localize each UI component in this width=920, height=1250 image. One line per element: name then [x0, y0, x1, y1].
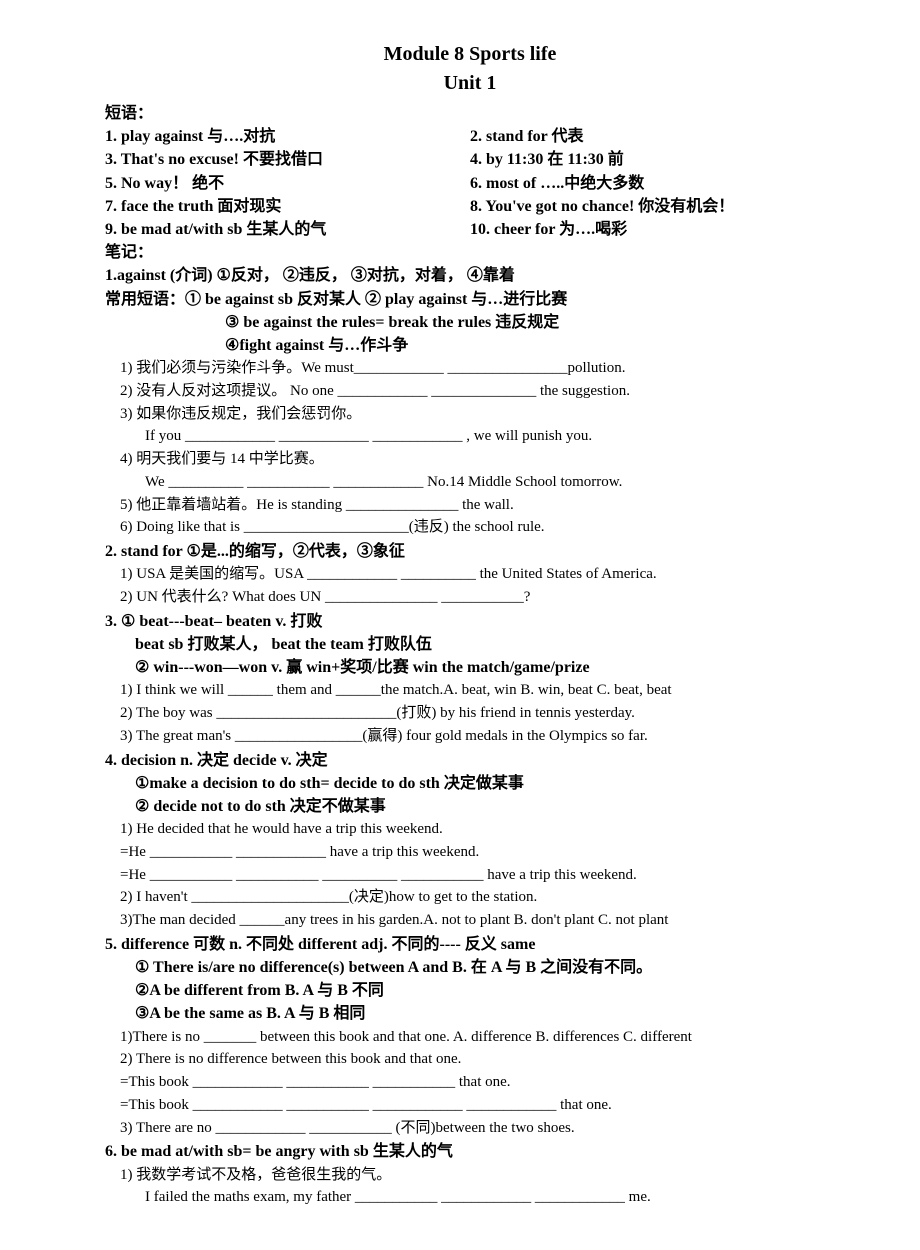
note-2-head: 2. stand for ①是...的缩写，②代表，③象征 [105, 540, 835, 563]
note-4-head3: ② decide not to do sth 决定不做某事 [105, 795, 835, 818]
phrase-row: 9. be mad at/with sb 生某人的气 10. cheer for… [105, 218, 835, 241]
note-6-head: 6. be mad at/with sb= be angry with sb 生… [105, 1140, 835, 1163]
exercise-item: 1) USA 是美国的缩写。USA ____________ _________… [105, 564, 835, 586]
exercise-item: 2) UN 代表什么? What does UN _______________… [105, 587, 835, 609]
exercise-item: If you ____________ ____________ _______… [105, 426, 835, 448]
note-5-head1: 5. difference 可数 n. 不同处 different adj. 不… [105, 933, 835, 956]
unit-title: Unit 1 [105, 69, 835, 98]
exercise-item: 1) 我们必须与污染作斗争。We must____________ ______… [105, 358, 835, 380]
note-4-head2: ①make a decision to do sth= decide to do… [105, 772, 835, 795]
exercise-item: 1) He decided that he would have a trip … [105, 819, 835, 841]
phrase-row: 3. That's no excuse! 不要找借口 4. by 11:30 在… [105, 148, 835, 171]
exercise-item: 1) 我数学考试不及格，爸爸很生我的气。 [105, 1165, 835, 1187]
phrase-left: 3. That's no excuse! 不要找借口 [105, 148, 470, 171]
exercise-item: 1)There is no _______ between this book … [105, 1027, 835, 1049]
note-1-sub1: 常用短语：① be against sb 反对某人 ② play against… [105, 288, 835, 311]
note-3-head1: 3. ① beat---beat– beaten v. 打败 [105, 610, 835, 633]
phrases-label: 短语： [105, 102, 835, 125]
notes-label: 笔记： [105, 241, 835, 264]
exercise-item: 2) I haven't _____________________(决定)ho… [105, 887, 835, 909]
phrase-right: 2. stand for 代表 [470, 125, 835, 148]
exercise-item: We __________ ___________ ____________ N… [105, 472, 835, 494]
phrase-right: 10. cheer for 为….喝彩 [470, 218, 835, 241]
note-1-sub3: ④fight against 与…作斗争 [105, 334, 835, 357]
phrase-row: 5. No way！ 绝不 6. most of …..中绝大多数 [105, 172, 835, 195]
exercise-item: 3) There are no ____________ ___________… [105, 1118, 835, 1140]
phrase-right: 4. by 11:30 在 11:30 前 [470, 148, 835, 171]
phrase-right: 8. You've got no chance! 你没有机会！ [470, 195, 835, 218]
exercise-item: I failed the maths exam, my father _____… [105, 1187, 835, 1209]
phrase-left: 9. be mad at/with sb 生某人的气 [105, 218, 470, 241]
exercise-item: 3) 如果你违反规定，我们会惩罚你。 [105, 404, 835, 426]
exercise-item: 2) 没有人反对这项提议。 No one ____________ ______… [105, 381, 835, 403]
note-5-head4: ③A be the same as B. A 与 B 相同 [105, 1002, 835, 1025]
note-1-sub2: ③ be against the rules= break the rules … [105, 311, 835, 334]
exercise-item: =He ___________ ___________ __________ _… [105, 865, 835, 887]
exercise-item: 2) There is no difference between this b… [105, 1049, 835, 1071]
phrase-left: 1. play against 与….对抗 [105, 125, 470, 148]
module-title: Module 8 Sports life [105, 40, 835, 69]
exercise-item: 4) 明天我们要与 14 中学比赛。 [105, 449, 835, 471]
phrase-right: 6. most of …..中绝大多数 [470, 172, 835, 195]
exercise-item: 3)The man decided ______any trees in his… [105, 910, 835, 932]
exercise-item: 2) The boy was ________________________(… [105, 703, 835, 725]
exercise-item: =He ___________ ____________ have a trip… [105, 842, 835, 864]
phrase-row: 7. face the truth 面对现实 8. You've got no … [105, 195, 835, 218]
exercise-item: =This book ____________ ___________ ____… [105, 1072, 835, 1094]
note-5-head3: ②A be different from B. A 与 B 不同 [105, 979, 835, 1002]
exercise-item: 1) I think we will ______ them and _____… [105, 680, 835, 702]
exercise-item: 6) Doing like that is __________________… [105, 517, 835, 539]
exercise-item: =This book ____________ ___________ ____… [105, 1095, 835, 1117]
exercise-item: 5) 他正靠着墙站着。He is standing ______________… [105, 495, 835, 517]
note-5-head2: ① There is/are no difference(s) between … [105, 956, 835, 979]
note-4-head1: 4. decision n. 决定 decide v. 决定 [105, 749, 835, 772]
note-3-head3: ② win---won—won v. 赢 win+奖项/比赛 win the m… [105, 656, 835, 679]
phrase-row: 1. play against 与….对抗 2. stand for 代表 [105, 125, 835, 148]
phrase-left: 5. No way！ 绝不 [105, 172, 470, 195]
note-1-head: 1.against (介词) ①反对， ②违反， ③对抗，对着， ④靠着 [105, 264, 835, 287]
phrase-left: 7. face the truth 面对现实 [105, 195, 470, 218]
note-3-head2: beat sb 打败某人， beat the team 打败队伍 [105, 633, 835, 656]
exercise-item: 3) The great man's _________________(赢得)… [105, 726, 835, 748]
